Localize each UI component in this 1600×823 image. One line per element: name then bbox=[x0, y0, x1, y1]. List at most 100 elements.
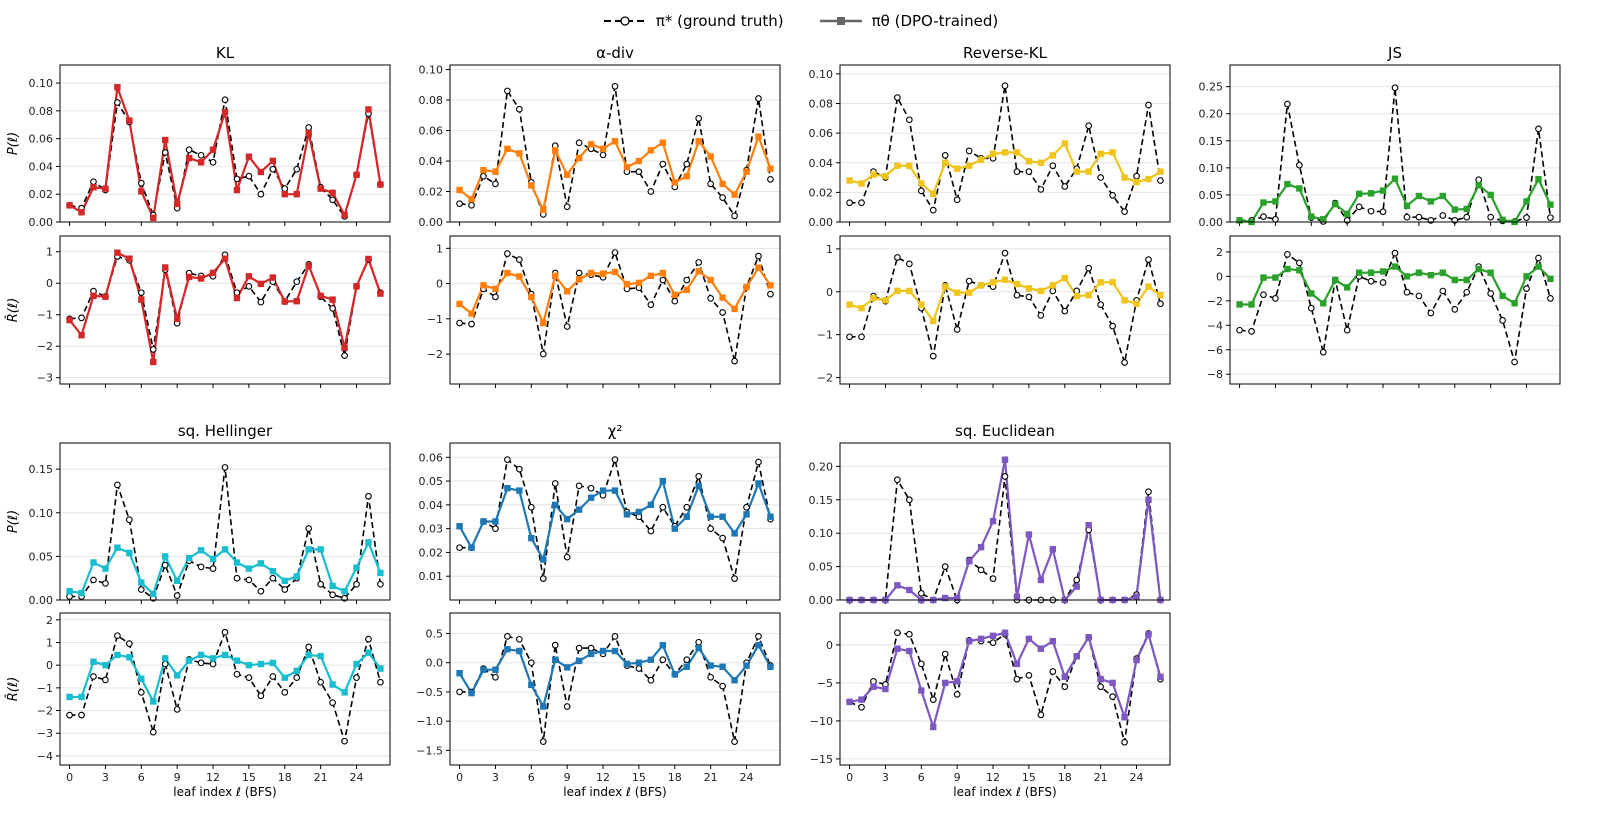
truth-point bbox=[161, 561, 169, 569]
trained-point bbox=[882, 297, 889, 304]
panel--div: α-div 0.00 0.02 0.04 0.06 0.08 0.10 −2 −1 0 1 bbox=[419, 44, 781, 388]
trained-point bbox=[341, 211, 348, 219]
y-tick-label: −4 bbox=[37, 750, 53, 763]
truth-point bbox=[1487, 213, 1495, 221]
trained-point bbox=[540, 206, 547, 214]
y-tick-label: 0.00 bbox=[419, 216, 444, 229]
trained-point bbox=[575, 276, 583, 283]
truth-point bbox=[515, 635, 523, 643]
y-tick-label: 0.0 bbox=[426, 657, 444, 670]
trained-point bbox=[126, 549, 133, 557]
y-tick-label: 0.10 bbox=[29, 77, 54, 90]
truth-point bbox=[1284, 250, 1291, 258]
legend: π* (ground truth) πθ (DPO-trained) bbox=[0, 8, 1600, 34]
trained-point bbox=[1049, 282, 1057, 289]
trained-point bbox=[492, 285, 499, 293]
series-line-trained bbox=[69, 651, 382, 705]
trained-point bbox=[599, 487, 607, 494]
series-line-truth bbox=[1239, 87, 1552, 223]
trained-point bbox=[528, 681, 535, 689]
legend-truth-swatch bbox=[603, 16, 646, 26]
trained-point bbox=[552, 272, 559, 280]
trained-point bbox=[528, 182, 535, 189]
truth-point bbox=[329, 591, 336, 599]
truth-point bbox=[1013, 168, 1021, 175]
trained-point bbox=[623, 281, 631, 288]
trained-point bbox=[965, 637, 973, 645]
truth-point bbox=[137, 586, 145, 593]
trained-point bbox=[1511, 300, 1518, 307]
truth-point bbox=[527, 659, 535, 667]
trained-point bbox=[257, 560, 265, 567]
y-tick-label: 0.05 bbox=[809, 561, 834, 574]
axes-frame bbox=[839, 235, 1171, 385]
trained-point bbox=[1379, 268, 1387, 275]
truth-point bbox=[245, 172, 253, 180]
trained-point bbox=[989, 632, 997, 639]
y-axis-label: R̂(ℓ) bbox=[6, 298, 21, 323]
y-tick-label: −5 bbox=[817, 677, 833, 690]
truth-point bbox=[659, 503, 667, 511]
trained-point bbox=[882, 685, 889, 693]
panel-title: sq. Euclidean bbox=[955, 422, 1055, 440]
truth-point bbox=[1523, 214, 1530, 222]
trained-point bbox=[1037, 645, 1045, 652]
y-tick-label: 0 bbox=[1216, 270, 1223, 283]
y-tick-label: 0.15 bbox=[1199, 135, 1224, 148]
trained-point bbox=[504, 484, 511, 492]
trained-point bbox=[221, 651, 229, 659]
trained-point bbox=[731, 191, 738, 198]
x-tick-label: 6 bbox=[528, 771, 535, 784]
truth-point bbox=[1025, 671, 1033, 679]
truth-point bbox=[197, 659, 205, 667]
trained-point bbox=[858, 696, 865, 703]
axes-frame bbox=[839, 442, 1171, 601]
truth-point bbox=[989, 639, 997, 646]
x-tick-label: 21 bbox=[314, 771, 328, 784]
trained-point bbox=[233, 559, 241, 566]
trained-point bbox=[1248, 301, 1255, 308]
x-tick-label: 3 bbox=[102, 771, 109, 784]
trained-point bbox=[552, 656, 559, 663]
truth-point bbox=[293, 278, 301, 286]
truth-point bbox=[173, 706, 181, 713]
y-tick-label: −1 bbox=[427, 313, 443, 326]
truth-point bbox=[563, 323, 571, 330]
truth-point bbox=[563, 703, 571, 710]
trained-point bbox=[563, 288, 571, 295]
trained-point bbox=[942, 594, 949, 602]
truth-point bbox=[1319, 348, 1327, 356]
legend-trained-label: πθ (DPO-trained) bbox=[871, 12, 999, 30]
truth-point bbox=[894, 94, 901, 101]
truth-point bbox=[66, 593, 73, 600]
trained-point bbox=[1320, 216, 1327, 223]
truth-point bbox=[1145, 101, 1152, 109]
trained-point bbox=[245, 565, 253, 572]
trained-point bbox=[365, 649, 372, 656]
trained-point bbox=[1355, 190, 1363, 198]
trained-point bbox=[317, 185, 324, 192]
truth-point bbox=[125, 516, 133, 524]
trained-point bbox=[659, 139, 667, 146]
trained-point bbox=[1133, 593, 1140, 600]
truth-point bbox=[953, 326, 961, 333]
trained-point bbox=[1049, 637, 1057, 645]
axes-frame bbox=[449, 612, 781, 766]
trained-point bbox=[353, 283, 360, 290]
truth-point bbox=[767, 175, 774, 183]
truth-point bbox=[719, 309, 726, 316]
truth-point bbox=[1427, 309, 1435, 317]
trained-point bbox=[209, 555, 217, 563]
truth-point bbox=[137, 289, 145, 297]
truth-point bbox=[353, 580, 360, 588]
truth-point bbox=[587, 484, 595, 492]
y-tick-label: 2 bbox=[1216, 246, 1223, 259]
trained-point bbox=[138, 579, 145, 586]
truth-point bbox=[1415, 213, 1423, 221]
trained-point bbox=[281, 577, 288, 585]
truth-point bbox=[456, 319, 463, 327]
y-tick-label: −2 bbox=[37, 705, 53, 718]
trained-point bbox=[671, 671, 678, 678]
truth-point bbox=[1001, 473, 1009, 480]
truth-point bbox=[125, 640, 133, 647]
